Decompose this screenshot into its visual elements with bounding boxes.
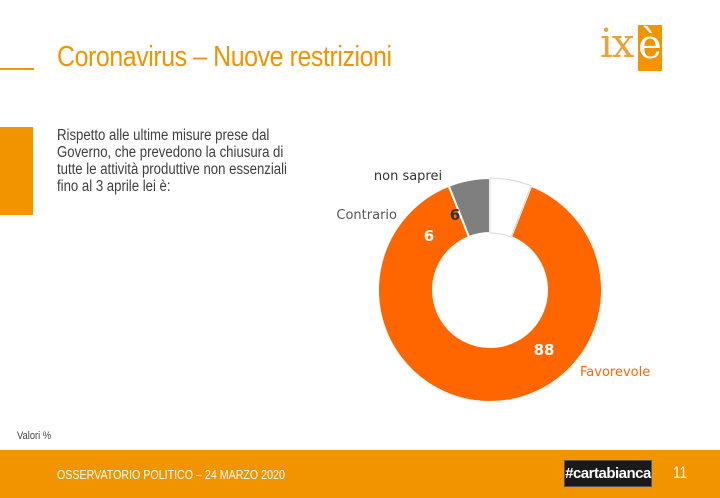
category-label-non-saprei: non saprei — [374, 169, 442, 184]
question-line: Rispetto alle ultime misure prese dal — [57, 127, 270, 144]
footer-bar: OSSERVATORIO POLITICO – 24 MARZO 2020 #c… — [0, 450, 720, 498]
category-label-contrario: Contrario — [336, 208, 397, 223]
cartabianca-badge: #cartabianca — [564, 460, 652, 487]
donut-labels: 88 Favorevole 6 Contrario 6 non saprei — [336, 169, 650, 380]
question-line: fino al 3 aprile lei è: — [57, 178, 171, 195]
logo-e-box: è — [638, 25, 662, 71]
question-line: Governo, che prevedono la chiusura di — [57, 144, 284, 161]
footer-text: OSSERVATORIO POLITICO – 24 MARZO 2020 — [57, 467, 285, 482]
data-label-non-saprei: 6 — [450, 206, 460, 224]
page-number: 11 — [673, 463, 688, 482]
slice-outline — [489, 177, 532, 238]
page-title: Coronavirus – Nuove restrizioni — [57, 41, 392, 73]
logo-ix-text: ix — [600, 21, 634, 67]
question-text: Rispetto alle ultime misure prese dal Go… — [57, 127, 287, 195]
side-accent-bar — [0, 127, 33, 215]
donut-chart: 88 Favorevole 6 Contrario 6 non saprei — [336, 169, 650, 403]
title-rule — [0, 68, 34, 70]
slice-favorevole — [377, 184, 603, 403]
ixe-logo: ix è — [600, 21, 662, 71]
question-line: tutte le attività produttive non essenzi… — [57, 161, 287, 178]
category-label-favorevole: Favorevole — [580, 365, 650, 380]
donut-slices — [377, 176, 603, 403]
footnote-values: Valori % — [17, 430, 52, 442]
data-label-contrario: 6 — [424, 227, 434, 245]
data-label-favorevole: 88 — [534, 341, 555, 359]
